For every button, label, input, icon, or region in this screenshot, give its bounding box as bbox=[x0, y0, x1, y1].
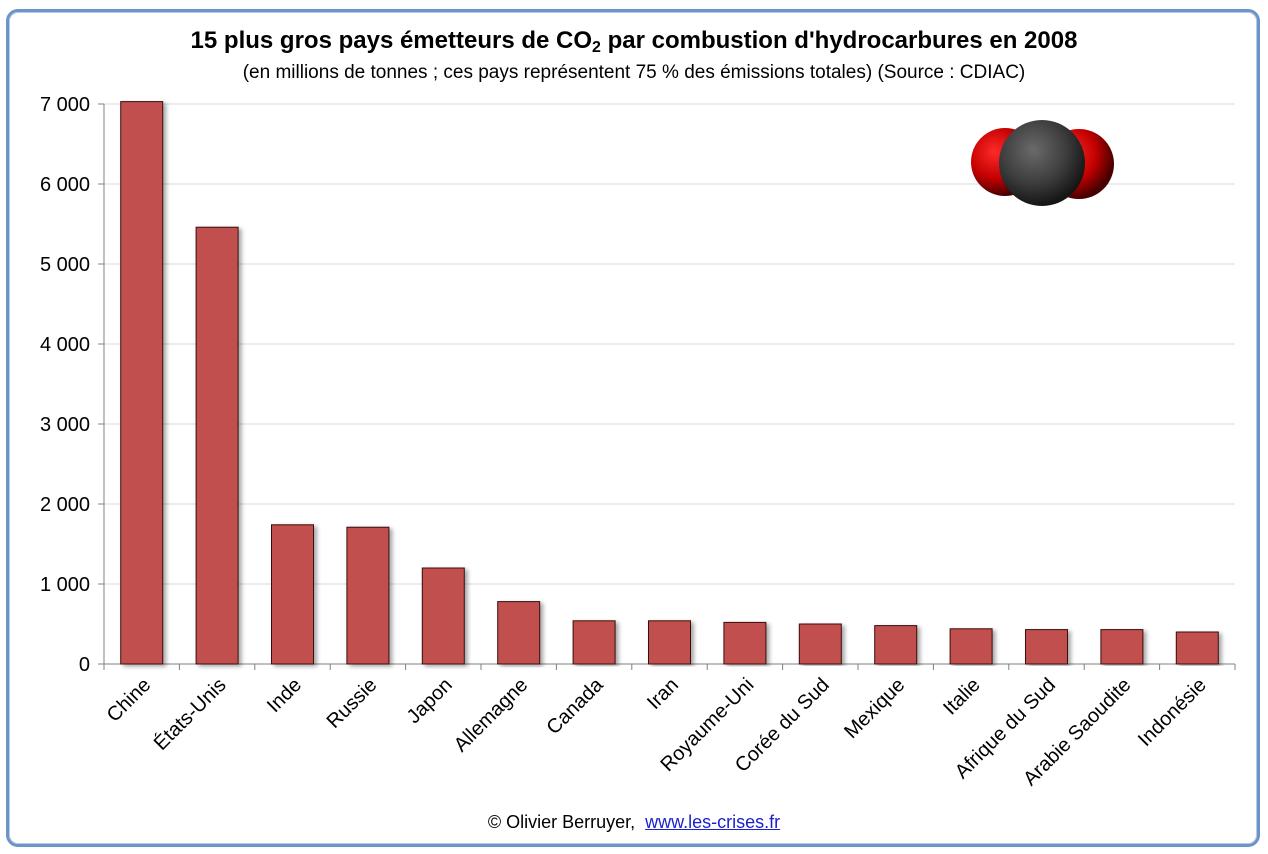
y-tick-label: 0 bbox=[79, 654, 90, 676]
y-tick-label: 7 000 bbox=[40, 94, 90, 116]
x-tick-label: Allemagne bbox=[450, 674, 532, 756]
bar bbox=[497, 601, 541, 665]
y-tick-label: 1 000 bbox=[40, 574, 90, 596]
x-tick-label: Russie bbox=[323, 674, 382, 733]
bar bbox=[949, 628, 993, 665]
x-tick-label: Japon bbox=[403, 674, 457, 728]
chart-title: 15 plus gros pays émetteurs de CO2 par c… bbox=[190, 27, 1078, 56]
bar bbox=[572, 620, 616, 665]
y-tick-label: 2 000 bbox=[40, 494, 90, 516]
bar bbox=[195, 226, 239, 665]
credit-line: © Olivier Berruyer, www.les-crises.fr bbox=[487, 812, 781, 832]
x-tick-label: Chine bbox=[103, 674, 156, 727]
bar bbox=[120, 101, 164, 665]
bar bbox=[1175, 631, 1219, 665]
x-tick-label: Canada bbox=[543, 673, 609, 739]
x-tick-label: Mexique bbox=[840, 674, 909, 743]
y-tick-label: 6 000 bbox=[40, 174, 90, 196]
x-tick-label: États-Unis bbox=[149, 673, 230, 754]
bar bbox=[1100, 629, 1144, 665]
bar bbox=[648, 620, 691, 665]
chart-subtitle: (en millions de tonnes ; ces pays représ… bbox=[242, 62, 1026, 83]
x-tick-label: Indonésie bbox=[1134, 674, 1211, 751]
y-tick-label: 3 000 bbox=[40, 414, 90, 436]
bar bbox=[798, 623, 842, 665]
y-tick-label: 4 000 bbox=[40, 334, 90, 356]
bars bbox=[120, 101, 1219, 665]
co2-molecule-icon bbox=[971, 120, 1114, 206]
bar bbox=[874, 625, 918, 665]
bar bbox=[271, 524, 314, 665]
bar bbox=[1025, 629, 1068, 665]
y-tick-label: 5 000 bbox=[40, 254, 90, 276]
source-link[interactable]: www.les-crises.fr bbox=[645, 812, 781, 832]
bar bbox=[723, 621, 767, 665]
x-tick-label: Inde bbox=[263, 674, 306, 717]
x-tick-label: Italie bbox=[939, 674, 984, 719]
bar bbox=[346, 526, 390, 665]
bar bbox=[421, 567, 465, 665]
x-tick-label: Iran bbox=[643, 674, 683, 714]
